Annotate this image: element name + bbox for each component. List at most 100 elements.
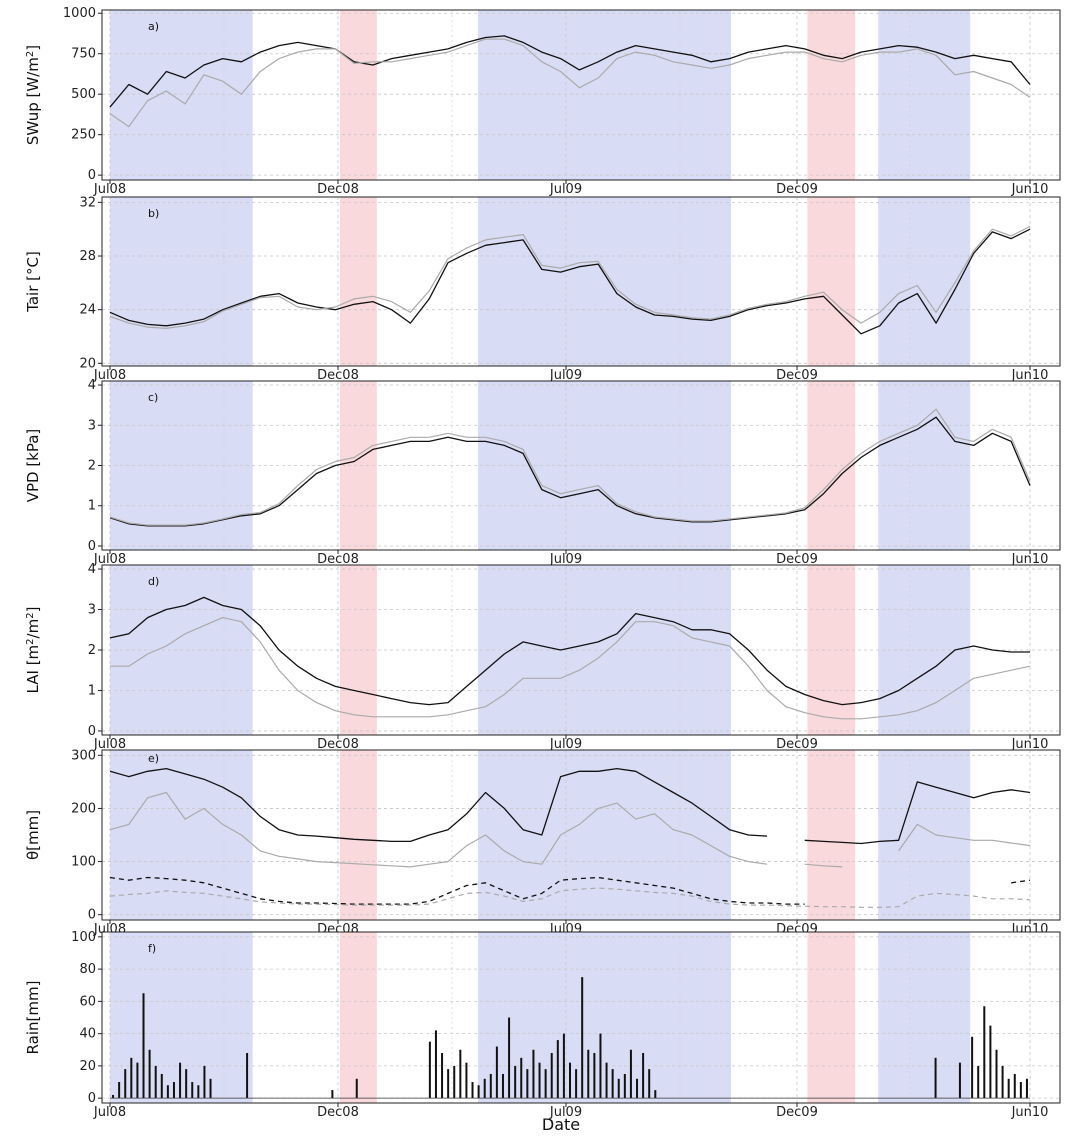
- wet-season-band: [110, 932, 253, 1103]
- y-tick-label: 500: [71, 87, 96, 102]
- dry-season-band: [807, 10, 856, 180]
- y-tick-label: 40: [79, 1027, 96, 1042]
- x-tick-label: Jul08: [93, 737, 126, 752]
- y-tick-label: 0: [88, 908, 96, 923]
- y-axis-label: VPD [kPa]: [24, 429, 42, 503]
- x-tick-label: Jul09: [549, 182, 582, 197]
- dry-season-band: [340, 10, 377, 180]
- y-tick-label: 250: [71, 128, 96, 143]
- y-tick-label: 28: [79, 249, 96, 264]
- series-line-2: [109, 38, 1031, 128]
- wet-season-band: [478, 381, 731, 550]
- panel-d: 0 1 2 3 4 Jul08 Dec08 Jul09 Dec09 Jun10 d) LAI [m2/…: [24, 562, 1061, 752]
- panel-b: 20 24 28 32 Jul08 Dec08 Jul09 Dec09 Jun10 b) Tair …: [24, 195, 1061, 383]
- dry-season-band: [340, 750, 377, 920]
- series-line-2: [109, 225, 1031, 329]
- x-tick-label: Jun10: [1011, 182, 1049, 197]
- plot-frame: [101, 931, 1061, 1104]
- dry-season-band: [807, 197, 856, 366]
- x-tick-label: Dec09: [776, 182, 818, 197]
- x-tick-label: Jul08: [93, 182, 126, 197]
- x-tick-label: Dec09: [776, 737, 818, 752]
- panel-label: d): [148, 575, 159, 588]
- y-axis-label: SWup [W/m2]: [24, 45, 42, 145]
- y-tick-label: 20: [79, 1059, 96, 1074]
- y-tick-label: 2: [88, 643, 96, 658]
- x-tick-label: Jul08: [93, 552, 126, 567]
- plot-frame: [101, 749, 1061, 921]
- y-tick-label: 1000: [63, 6, 96, 21]
- y-tick-label: 750: [71, 47, 96, 62]
- series-line-1: [109, 228, 1031, 335]
- x-tick-label: Dec09: [776, 368, 818, 383]
- y-tick-label: 0: [88, 1091, 96, 1106]
- x-tick-label: Dec09: [776, 552, 818, 567]
- wet-season-band: [478, 750, 731, 920]
- y-tick-label: 20: [79, 356, 96, 371]
- x-tick-label: Jun10: [1011, 368, 1049, 383]
- y-tick-label: 3: [88, 418, 96, 433]
- wet-season-band: [110, 10, 253, 180]
- wet-season-band: [110, 197, 253, 366]
- x-tick-label: Jul09: [549, 737, 582, 752]
- panel-c: 0 1 2 3 4 Jul08 Dec08 Jul09 Dec09 Jun10 c) VPD [kPa…: [24, 378, 1061, 567]
- x-tick-label: Jul09: [549, 552, 582, 567]
- x-tick-label: Jul09: [549, 1105, 582, 1120]
- panel-label: c): [148, 391, 158, 404]
- y-tick-label: 0: [88, 724, 96, 739]
- dry-season-band: [807, 932, 856, 1103]
- panel-a: 0 250 500 750 1000 Jul08 Dec08 Jul09 Dec09 Jun10 a…: [24, 6, 1061, 197]
- wet-season-band: [478, 197, 731, 366]
- wet-season-band: [478, 565, 731, 735]
- panel-f: 0 20 40 60 80 100 Jul08 Dec08 Jul09 Dec09 Jun10 f) R…: [24, 930, 1061, 1134]
- series-line-1: [109, 767, 1031, 845]
- x-tick-label: Jun10: [1011, 737, 1049, 752]
- y-tick-label: 0: [88, 168, 96, 183]
- plot-frame: [101, 196, 1061, 367]
- x-tick-label: Dec08: [317, 1105, 359, 1120]
- series-line-3: [109, 876, 1031, 905]
- wet-season-band: [110, 750, 253, 920]
- wet-season-band: [878, 750, 971, 920]
- y-tick-label: 1: [88, 683, 96, 698]
- y-tick-label: 3: [88, 603, 96, 618]
- x-tick-label: Dec08: [317, 368, 359, 383]
- panel-label: e): [148, 752, 159, 765]
- plot-frame: [101, 9, 1061, 181]
- y-tick-label: 100: [71, 855, 96, 870]
- y-tick-label: 32: [79, 195, 96, 210]
- y-tick-label: 24: [79, 303, 96, 318]
- x-tick-label: Jul08: [93, 1105, 126, 1120]
- y-tick-label: 60: [79, 994, 96, 1009]
- panel-label: b): [148, 207, 159, 220]
- y-tick-label: 300: [71, 748, 96, 763]
- dry-season-band: [340, 381, 377, 550]
- y-tick-label: 2: [88, 459, 96, 474]
- y-axis-label: Rain[mm]: [24, 981, 42, 1055]
- y-axis-label: LAI [m2/m2]: [24, 607, 42, 694]
- x-tick-label: Jul09: [549, 368, 582, 383]
- series-line-2: [110, 617, 1031, 720]
- series-line-2: [109, 408, 1031, 526]
- wet-season-band: [478, 10, 731, 180]
- x-tick-label: Dec08: [317, 552, 359, 567]
- dry-season-band: [340, 932, 377, 1103]
- y-axis-label: Tair [°C]: [24, 251, 42, 313]
- panel-label: f): [148, 942, 156, 955]
- series-line-1: [109, 596, 1030, 706]
- y-tick-label: 4: [88, 562, 96, 577]
- x-tick-label: Dec08: [317, 182, 359, 197]
- dry-season-band: [340, 197, 377, 366]
- y-axis-label: θ[mm]: [24, 810, 42, 860]
- x-axis-label: Date: [542, 1115, 580, 1134]
- series-line-4: [109, 887, 1031, 908]
- y-tick-label: 1: [88, 499, 96, 514]
- x-tick-label: Dec09: [776, 1105, 818, 1120]
- wet-season-band: [878, 10, 971, 180]
- panel-label: a): [148, 20, 159, 33]
- y-tick-label: 80: [79, 962, 96, 977]
- wet-season-band: [478, 932, 731, 1103]
- series-line-2: [109, 791, 1031, 868]
